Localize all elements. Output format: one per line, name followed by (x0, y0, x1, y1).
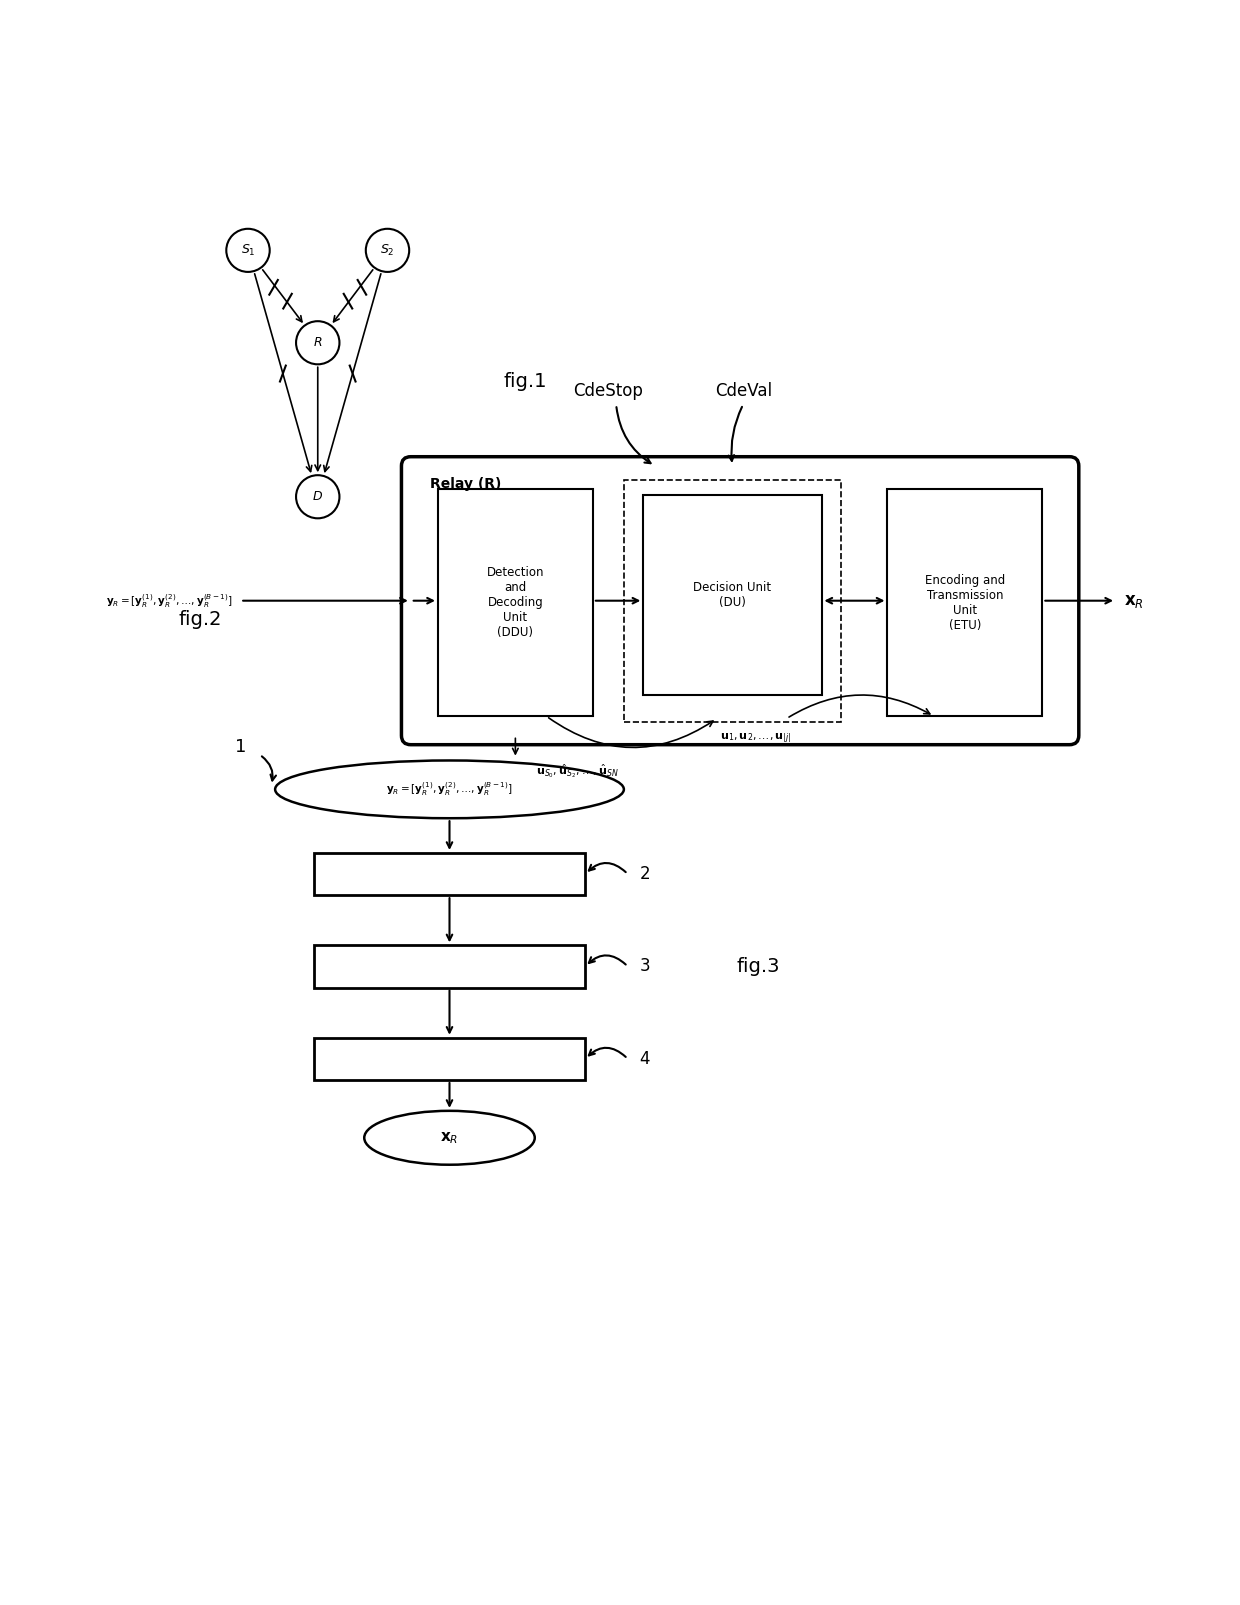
FancyBboxPatch shape (314, 852, 585, 896)
Text: $R$: $R$ (312, 337, 322, 350)
Text: Relay (R): Relay (R) (430, 478, 501, 491)
FancyBboxPatch shape (438, 490, 593, 716)
Text: $\mathbf{y}_R=[\mathbf{y}_R^{(1)},\mathbf{y}_R^{(2)},\ldots,\mathbf{y}_R^{(B-1)}: $\mathbf{y}_R=[\mathbf{y}_R^{(1)},\mathb… (105, 592, 233, 610)
Text: 1: 1 (234, 738, 246, 756)
Text: fig.1: fig.1 (503, 372, 547, 390)
Text: CdeStop: CdeStop (573, 382, 644, 401)
Text: $D$: $D$ (312, 490, 324, 504)
FancyBboxPatch shape (314, 1038, 585, 1080)
Text: 2: 2 (640, 865, 650, 883)
Text: $\hat{\mathbf{u}}_{S_0},\hat{\mathbf{u}}_{S_2},\ldots,\hat{\mathbf{u}}_{SN}$: $\hat{\mathbf{u}}_{S_0},\hat{\mathbf{u}}… (536, 762, 619, 780)
Text: $\mathbf{x}_R$: $\mathbf{x}_R$ (1123, 592, 1143, 610)
Text: CdeVal: CdeVal (714, 382, 771, 401)
Text: $S_1$: $S_1$ (241, 242, 255, 258)
Text: $\mathbf{y}_R=[\mathbf{y}_R^{(1)},\mathbf{y}_R^{(2)},\ldots,\mathbf{y}_R^{(B-1)}: $\mathbf{y}_R=[\mathbf{y}_R^{(1)},\mathb… (386, 780, 513, 798)
Text: 3: 3 (640, 958, 650, 976)
Text: $S_2$: $S_2$ (381, 242, 394, 258)
Text: fig.3: fig.3 (737, 957, 780, 976)
FancyBboxPatch shape (314, 945, 585, 987)
Text: Detection
and
Decoding
Unit
(DDU): Detection and Decoding Unit (DDU) (486, 567, 544, 639)
Text: 4: 4 (640, 1050, 650, 1067)
FancyBboxPatch shape (402, 457, 1079, 745)
Text: Encoding and
Transmission
Unit
(ETU): Encoding and Transmission Unit (ETU) (925, 573, 1004, 632)
FancyBboxPatch shape (644, 496, 821, 695)
Text: fig.2: fig.2 (179, 610, 222, 629)
Text: $\mathbf{x}_R$: $\mathbf{x}_R$ (440, 1130, 459, 1146)
Text: $\mathbf{u}_1,\mathbf{u}_2,\ldots,\mathbf{u}_{|j|}$: $\mathbf{u}_1,\mathbf{u}_2,\ldots,\mathb… (720, 732, 791, 745)
Text: Decision Unit
(DU): Decision Unit (DU) (693, 581, 771, 608)
FancyBboxPatch shape (888, 490, 1043, 716)
